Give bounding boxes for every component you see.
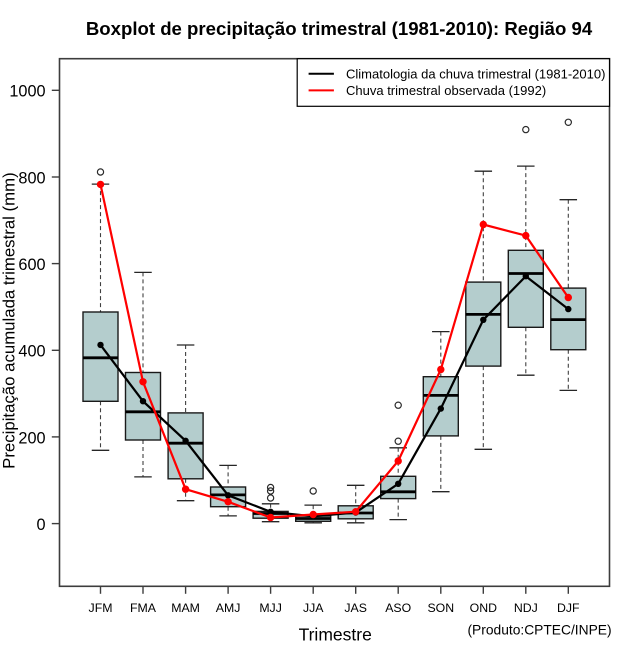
svg-text:200: 200: [18, 429, 45, 447]
svg-text:ASO: ASO: [385, 601, 411, 615]
svg-text:1000: 1000: [9, 83, 45, 101]
svg-text:DJF: DJF: [557, 601, 580, 615]
svg-text:AMJ: AMJ: [216, 601, 241, 615]
svg-text:SON: SON: [427, 601, 454, 615]
svg-text:MAM: MAM: [171, 601, 200, 615]
svg-text:0: 0: [37, 516, 46, 534]
svg-text:OND: OND: [470, 601, 497, 615]
svg-text:Chuva trimestral observada (19: Chuva trimestral observada (1992): [346, 83, 546, 98]
svg-text:JAS: JAS: [344, 601, 367, 615]
svg-text:Climatologia da chuva trimestr: Climatologia da chuva trimestral (1981-2…: [346, 66, 605, 81]
svg-text:FMA: FMA: [130, 601, 157, 615]
svg-text:JFM: JFM: [89, 601, 113, 615]
svg-text:800: 800: [18, 169, 45, 187]
svg-text:NDJ: NDJ: [514, 601, 538, 615]
svg-text:MJJ: MJJ: [259, 601, 282, 615]
svg-text:400: 400: [18, 343, 45, 361]
svg-text:(Produto:CPTEC/INPE): (Produto:CPTEC/INPE): [467, 622, 611, 637]
svg-text:Precipitação acumulada trimest: Precipitação acumulada trimestral (mm): [0, 172, 19, 469]
svg-text:Trimestre: Trimestre: [299, 625, 372, 645]
svg-text:Boxplot de precipitação trimes: Boxplot de precipitação trimestral (1981…: [86, 18, 593, 39]
svg-text:600: 600: [18, 256, 45, 274]
svg-text:JJA: JJA: [303, 601, 324, 615]
